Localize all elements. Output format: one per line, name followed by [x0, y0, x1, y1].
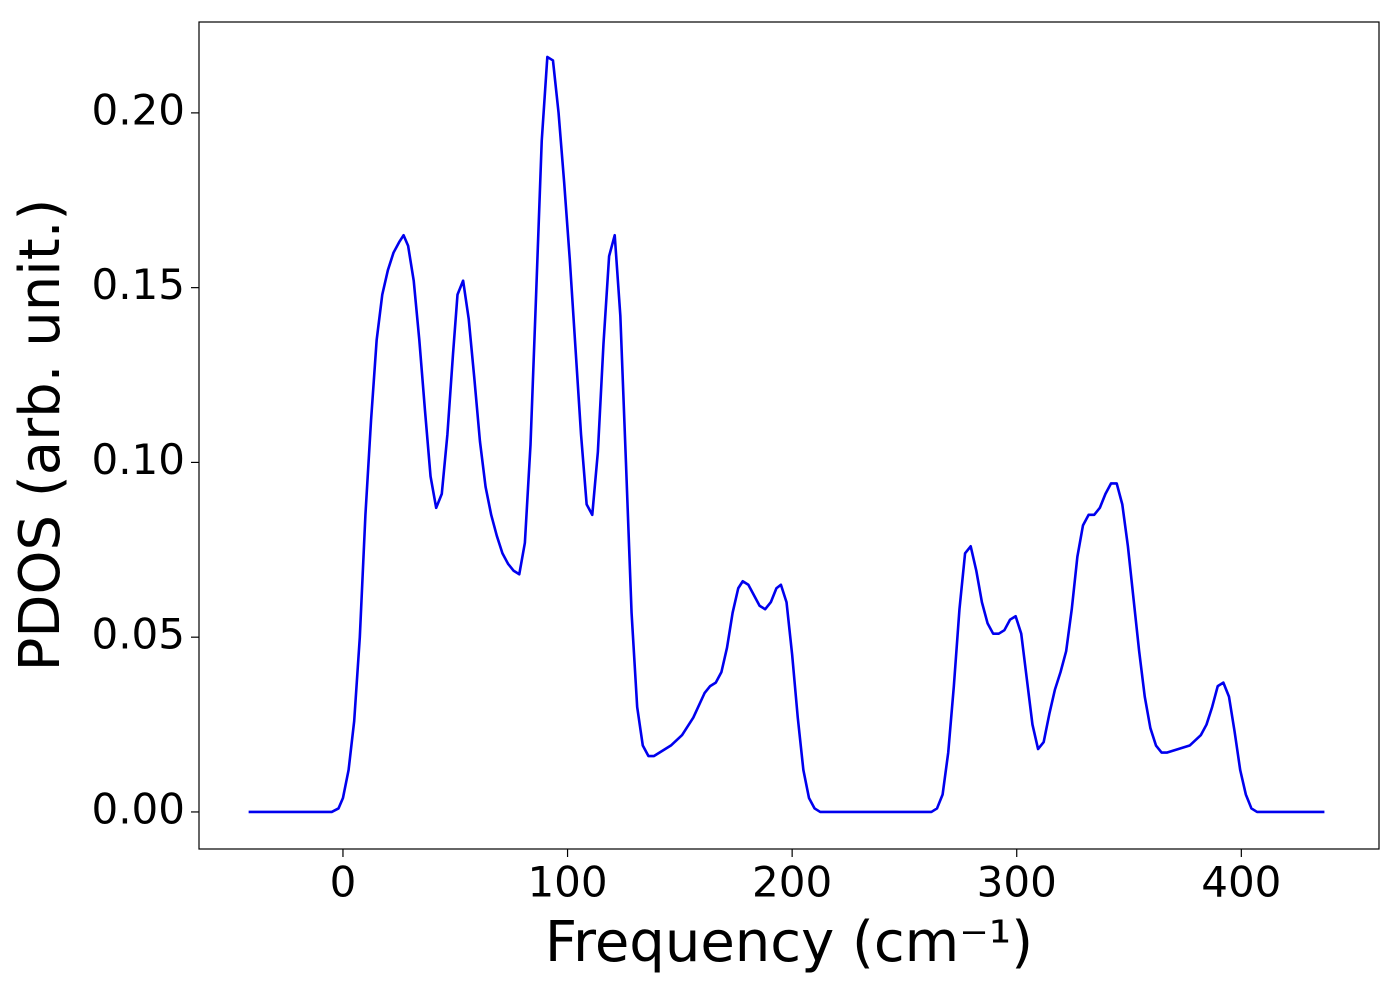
y-axis-label: PDOS (arb. unit.): [8, 199, 73, 672]
plot-frame: [198, 21, 1380, 850]
y-tick-label: 0.10: [91, 435, 185, 484]
x-tick-label: 400: [1201, 858, 1281, 907]
y-tick-label: 0.20: [91, 85, 185, 134]
data-line: [248, 55, 1325, 814]
y-tick-label: 0.00: [91, 784, 185, 833]
y-tick-label: 0.15: [91, 260, 185, 309]
x-tick-label: 200: [752, 858, 832, 907]
x-tick-label: 300: [977, 858, 1057, 907]
x-axis-label: Frequency (cm⁻¹): [545, 910, 1033, 975]
x-tick-label: 100: [527, 858, 607, 907]
x-tick-label: 0: [330, 858, 357, 907]
y-tick-label: 0.05: [91, 610, 185, 659]
